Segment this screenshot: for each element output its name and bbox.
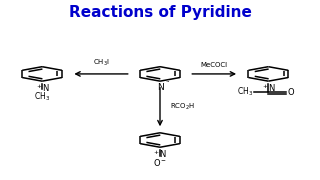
Text: O$^-$: O$^-$ (153, 157, 167, 168)
Text: $^+$N: $^+$N (35, 83, 50, 94)
Text: RCO$_2$H: RCO$_2$H (170, 102, 195, 112)
Text: CH$_3$: CH$_3$ (34, 90, 50, 103)
Text: CH$_3$I: CH$_3$I (92, 57, 109, 68)
Text: MeCOCl: MeCOCl (201, 62, 228, 68)
Text: CH$_3$: CH$_3$ (237, 85, 253, 98)
Text: Reactions of Pyridine: Reactions of Pyridine (68, 5, 252, 20)
Text: $^+$N: $^+$N (261, 83, 276, 94)
Text: N: N (156, 83, 164, 92)
Text: $^+$N: $^+$N (153, 149, 167, 160)
Text: ··: ·· (165, 79, 169, 85)
Text: O: O (287, 88, 294, 97)
